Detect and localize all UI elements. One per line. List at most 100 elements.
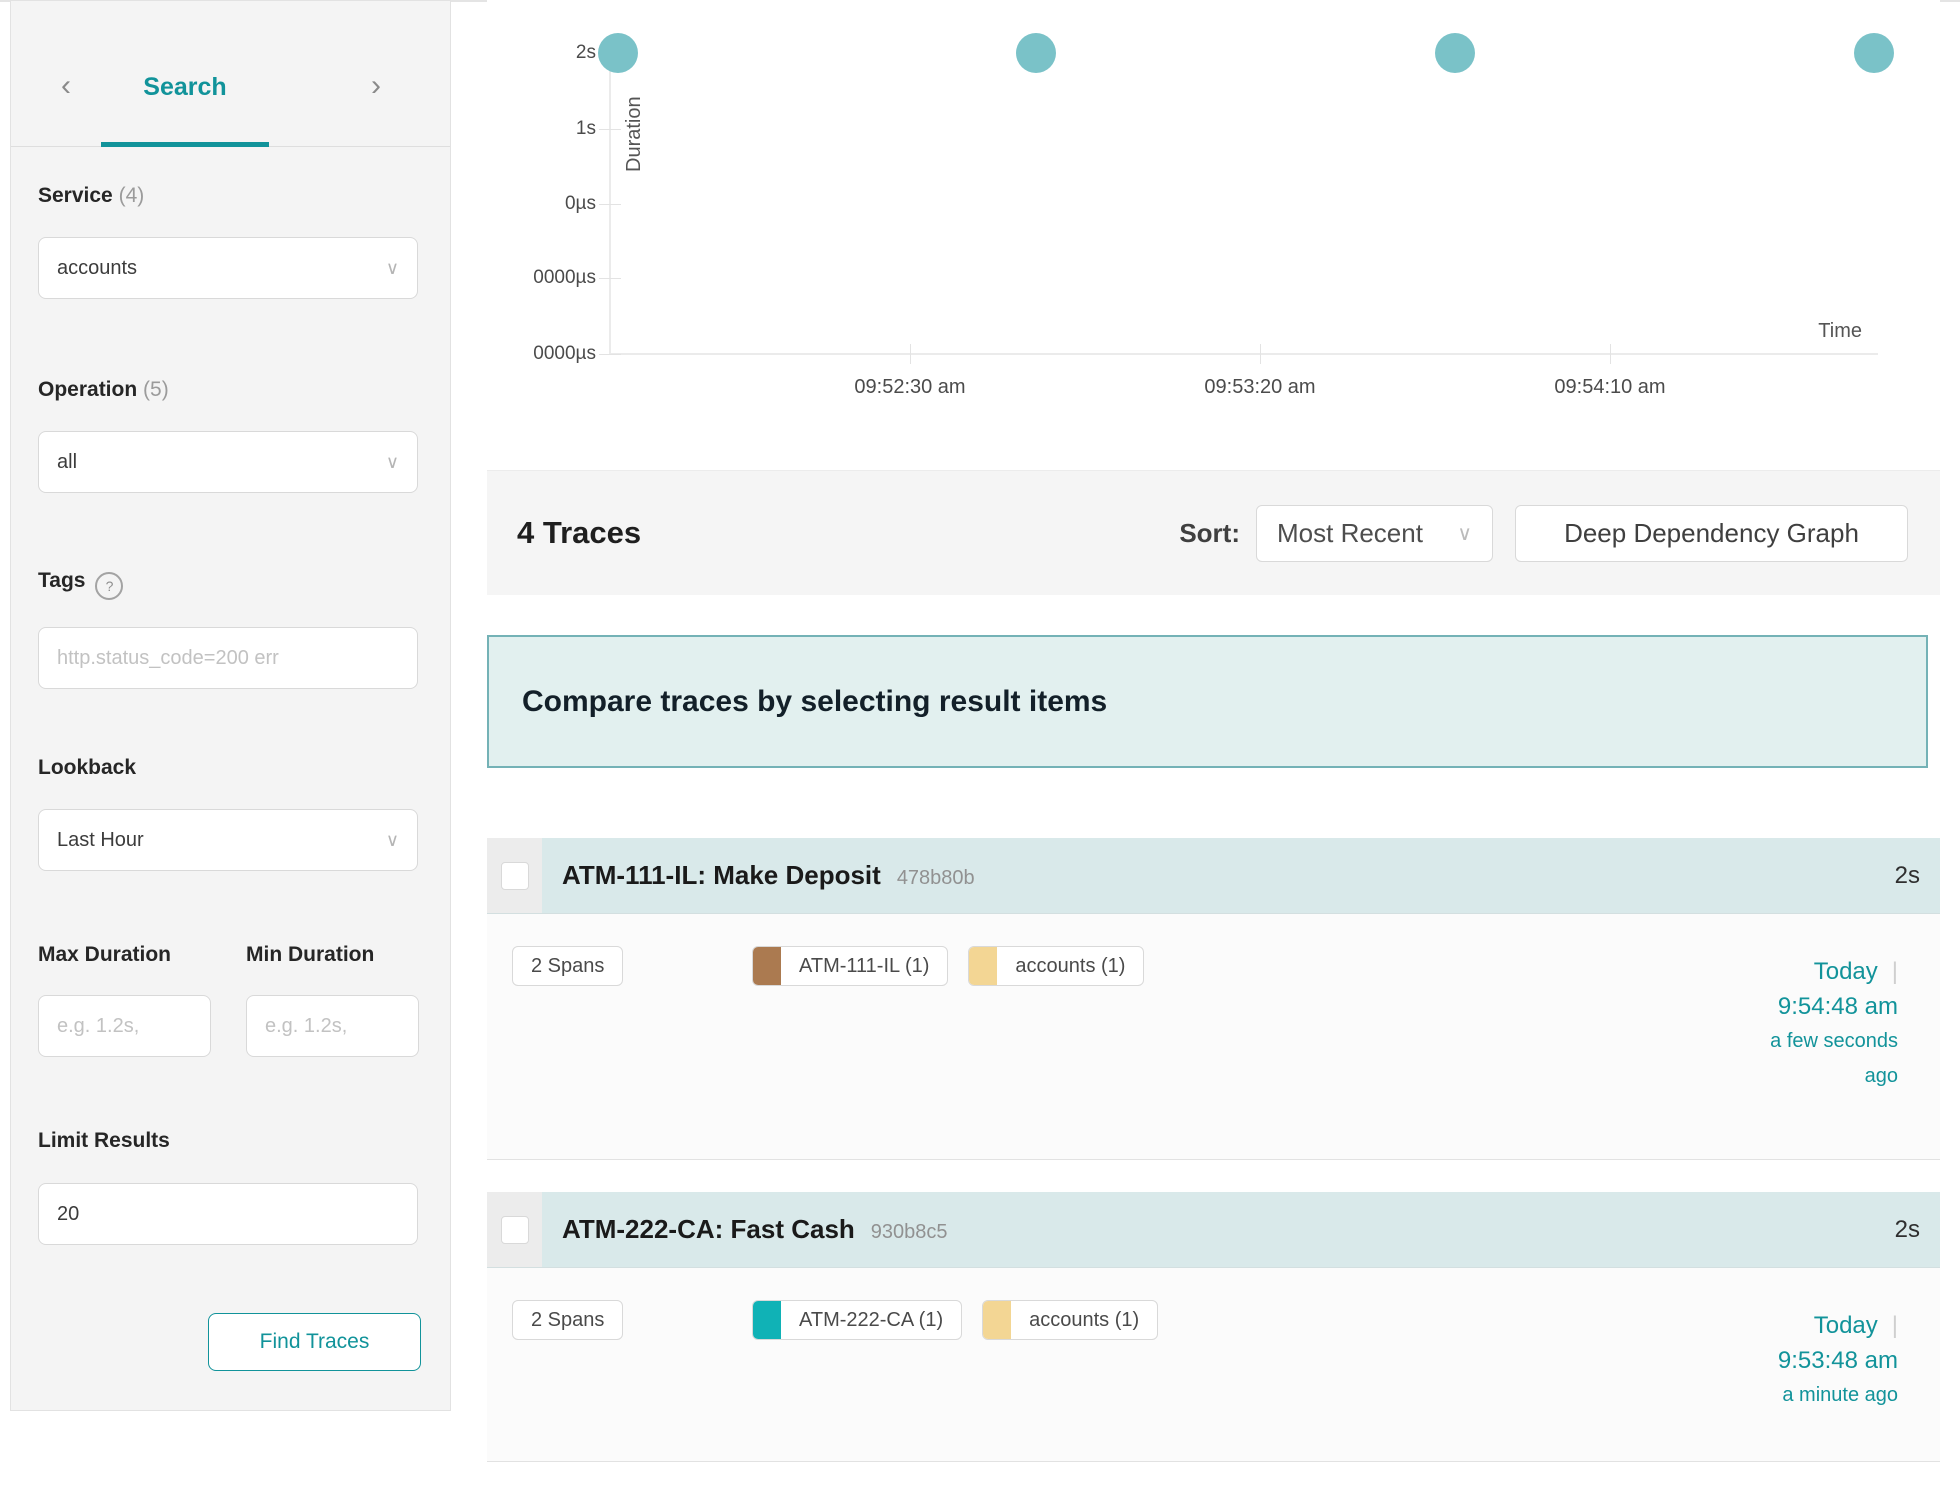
chevron-down-icon: ∨: [385, 451, 399, 472]
trace-card-header[interactable]: ATM-222-CA: Fast Cash 930b8c5 2s: [487, 1192, 1940, 1268]
span-count-pill: 2 Spans: [512, 1300, 624, 1340]
limit-results-input[interactable]: [38, 1183, 418, 1245]
lookback-select-value: Last Hour: [57, 828, 144, 851]
trace-card-body: 2 Spans ATM-111-IL (1) accounts (1) Today…: [487, 914, 1940, 1160]
deep-dependency-graph-button[interactable]: Deep Dependency Graph: [1515, 504, 1908, 562]
x-axis-line: [609, 353, 1878, 355]
compare-banner-text: Compare traces by selecting result items: [522, 684, 1108, 718]
min-duration-label: Min Duration: [246, 943, 375, 966]
trace-timestamp: Today | 9:54:48 am a few seconds ago: [1743, 954, 1898, 1094]
max-duration-input[interactable]: [38, 995, 211, 1057]
lookback-select[interactable]: Last Hour ∨: [38, 809, 418, 871]
trace-scatter-dot[interactable]: [1016, 33, 1056, 73]
service-tags: ATM-222-CA (1) accounts (1): [752, 1300, 1159, 1340]
trace-scatter-dot[interactable]: [1854, 33, 1894, 73]
date-time-separator: |: [1891, 958, 1898, 985]
y-axis-tick-mark: [599, 354, 621, 355]
span-count-pill: 2 Spans: [512, 946, 624, 986]
service-tag-pill: ATM-222-CA (1): [752, 1300, 963, 1340]
trace-timestamp: Today | 9:53:48 am a minute ago: [1743, 1308, 1898, 1413]
sort-select-value: Most Recent: [1277, 517, 1423, 548]
trace-date-link[interactable]: Today: [1813, 958, 1878, 985]
trace-title-wrap: ATM-111-IL: Make Deposit 478b80b: [542, 860, 975, 891]
trace-relative-time[interactable]: a few seconds ago: [1770, 1030, 1898, 1087]
x-axis-tick-mark: [910, 344, 911, 364]
prev-tab-icon[interactable]: ‹: [61, 69, 71, 102]
chevron-down-icon: ∨: [385, 829, 399, 850]
results-header-bar: 4 Traces Sort: Most Recent ∨ Deep Depend…: [487, 470, 1940, 595]
y-axis-tick-label: 2s: [575, 42, 596, 63]
trace-card-body: 2 Spans ATM-222-CA (1) accounts (1) Today…: [487, 1268, 1940, 1462]
service-tag-pill: accounts (1): [982, 1300, 1159, 1340]
service-color-swatch: [753, 947, 781, 985]
trace-relative-time[interactable]: a minute ago: [1782, 1384, 1898, 1406]
service-select[interactable]: accounts ∨: [38, 237, 418, 299]
service-tag-label: ATM-111-IL (1): [799, 955, 930, 977]
trace-select-checkbox[interactable]: [500, 1215, 529, 1244]
max-duration-label: Max Duration: [38, 943, 172, 966]
tags-label: Tags?: [38, 569, 124, 600]
y-axis-tick-mark: [599, 204, 621, 205]
service-label: Service (4): [38, 184, 145, 207]
trace-date-line: Today |: [1743, 1308, 1898, 1343]
trace-result-card: ATM-111-IL: Make Deposit 478b80b 2s 2 Sp…: [487, 838, 1940, 1160]
x-axis-tick-label: 09:52:30 am: [854, 376, 966, 398]
help-icon[interactable]: ?: [95, 572, 124, 600]
x-axis-tick-label: 09:53:20 am: [1204, 376, 1316, 398]
find-traces-button[interactable]: Find Traces: [208, 1313, 421, 1371]
sort-label: Sort:: [1179, 517, 1240, 548]
trace-title[interactable]: ATM-222-CA: Fast Cash: [562, 1214, 855, 1244]
service-tag-pill: ATM-111-IL (1): [752, 946, 949, 986]
checkbox-column: [487, 838, 542, 913]
next-tab-icon[interactable]: ›: [371, 69, 381, 102]
chevron-down-icon: ∨: [385, 257, 399, 278]
service-color-swatch: [753, 1301, 781, 1339]
chevron-down-icon: ∨: [1457, 522, 1472, 545]
trace-card-header[interactable]: ATM-111-IL: Make Deposit 478b80b 2s: [487, 838, 1940, 914]
lookback-label: Lookback: [38, 756, 137, 779]
service-tag-label: ATM-222-CA (1): [799, 1309, 944, 1331]
y-axis-tick-label: 0µs: [564, 193, 596, 214]
trace-id: 478b80b: [896, 867, 975, 889]
compare-banner: Compare traces by selecting result items: [487, 635, 1928, 768]
trace-date-link[interactable]: Today: [1813, 1312, 1878, 1339]
min-duration-input[interactable]: [246, 995, 419, 1057]
service-color-swatch: [983, 1301, 1012, 1339]
trace-scatter-dot[interactable]: [598, 33, 638, 73]
service-tag-label: accounts (1): [1029, 1309, 1140, 1331]
trace-title-wrap: ATM-222-CA: Fast Cash 930b8c5: [542, 1214, 948, 1245]
y-axis-line: [609, 40, 611, 354]
service-tags: ATM-111-IL (1) accounts (1): [752, 946, 1145, 986]
date-time-separator: |: [1891, 1312, 1898, 1339]
trace-result-card: ATM-222-CA: Fast Cash 930b8c5 2s 2 Spans…: [487, 1192, 1940, 1462]
duration-scatter-chart: Duration Time 2s 1s 0µs 0000µs 0000µs 09:52:3…: [487, 0, 1940, 470]
service-tag-pill: accounts (1): [968, 946, 1145, 986]
trace-title[interactable]: ATM-111-IL: Make Deposit: [562, 860, 881, 890]
search-sidebar: ‹ Search › Service (4) accounts ∨ Operat…: [10, 0, 451, 1411]
trace-scatter-dot[interactable]: [1435, 33, 1475, 73]
trace-time-link[interactable]: 9:53:48 am: [1777, 1347, 1898, 1374]
service-color-swatch: [969, 947, 998, 985]
trace-count: 4 Traces: [517, 515, 642, 550]
trace-results: ATM-111-IL: Make Deposit 478b80b 2s 2 Sp…: [487, 838, 1940, 1494]
service-select-value: accounts: [57, 256, 138, 279]
tab-search[interactable]: Search: [143, 73, 227, 101]
trace-date-line: Today |: [1743, 954, 1898, 989]
sort-select[interactable]: Most Recent ∨: [1256, 504, 1493, 562]
service-tag-label: accounts (1): [1015, 955, 1126, 977]
trace-select-checkbox[interactable]: [500, 861, 529, 890]
y-axis-tick-mark: [599, 129, 621, 130]
y-axis-tick-label: 0000µs: [533, 343, 596, 364]
x-axis-tick-mark: [1610, 344, 1611, 364]
tags-input[interactable]: [38, 627, 418, 689]
y-axis-tick-mark: [599, 278, 621, 279]
operation-label: Operation (5): [38, 378, 169, 401]
operation-select[interactable]: all ∨: [38, 431, 418, 493]
y-axis-tick-label: 0000µs: [533, 267, 596, 288]
x-axis-title: Time: [1818, 320, 1862, 342]
trace-duration: 2s: [1894, 861, 1920, 889]
active-tab-underline: [101, 142, 269, 147]
operation-count: (5): [143, 378, 169, 401]
trace-time-link[interactable]: 9:54:48 am: [1777, 993, 1898, 1020]
operation-select-value: all: [57, 450, 78, 473]
